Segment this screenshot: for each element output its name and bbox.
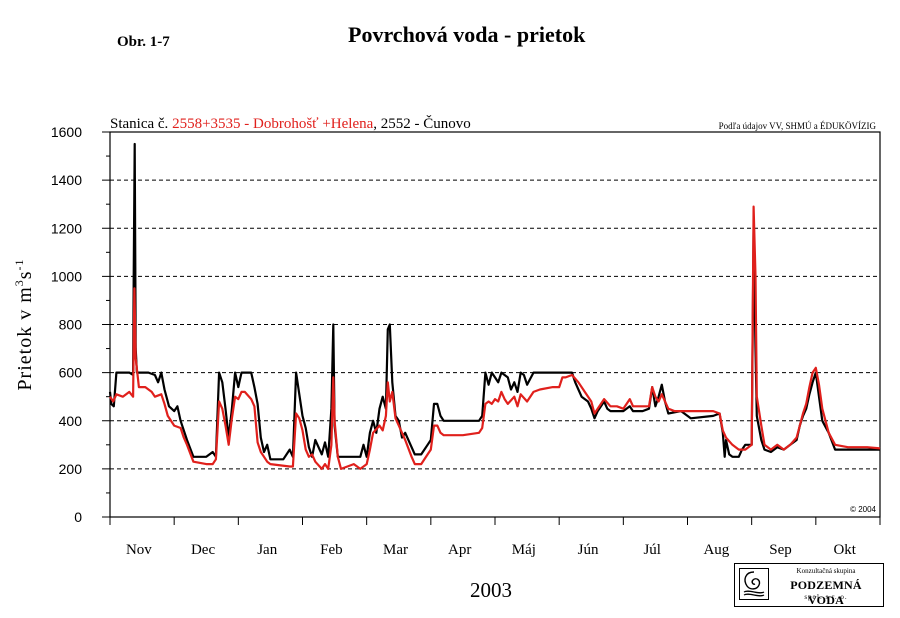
data-series: [108, 142, 881, 470]
series-line: [108, 142, 880, 461]
subtitle-part: , 2552 - Čunovo: [373, 115, 471, 132]
x-month-label: Jún: [578, 542, 599, 558]
logo-mark-icon: [739, 568, 769, 600]
y-tick-label: 600: [59, 365, 83, 381]
ylabel-main: Prietok v m: [14, 286, 36, 390]
x-month-label: Aug: [703, 542, 729, 558]
chart-axes: [102, 131, 881, 525]
y-tick-label: 1200: [51, 220, 82, 236]
subtitle-part: 2558+3535 - Dobrohošť +Helena: [172, 116, 374, 132]
company-logo: Konzultačná skupina PODZEMNÁ VODA spol. …: [734, 563, 884, 607]
figure-label: Obr. 1-7: [117, 34, 170, 50]
y-tick-label: 0: [74, 509, 82, 525]
x-month-label: Dec: [191, 542, 215, 558]
ylabel-sup: 3: [12, 279, 26, 286]
x-month-label: Nov: [126, 542, 152, 558]
source-note: Podľa údajov VV, SHMÚ a ÉDUKÖVÍZIG: [719, 121, 877, 131]
logo-line-1: Konzultačná skupina: [796, 567, 856, 575]
x-axis-year-label: 2003: [470, 578, 512, 602]
y-tick-label: 1000: [51, 268, 82, 284]
copyright-note: © 2004: [850, 505, 876, 514]
y-tick-label: 800: [59, 317, 83, 333]
logo-line-3: spol. s r. o.: [804, 593, 848, 601]
x-month-label: Jan: [257, 542, 277, 558]
ylabel-mid: s: [14, 270, 36, 279]
series-line: [109, 205, 881, 470]
y-tick-label: 1400: [51, 172, 82, 188]
x-month-label: Feb: [320, 542, 343, 558]
x-month-label: Apr: [448, 542, 471, 558]
y-tick-label: 1600: [51, 124, 82, 140]
x-month-label: Okt: [833, 542, 856, 558]
x-month-label: Máj: [512, 542, 536, 558]
x-month-label: Mar: [383, 542, 408, 558]
y-axis-label: Prietok v m3s-1: [12, 258, 36, 390]
chart-subtitle: Stanica č. 2558+3535 - Dobrohošť +Helena…: [110, 115, 471, 132]
ylabel-sup: -1: [12, 258, 26, 270]
y-tick-label: 200: [59, 461, 83, 477]
x-month-label: Júl: [643, 542, 661, 558]
logo-line-2: PODZEMNÁ VODA: [790, 578, 862, 607]
y-tick-label: 400: [59, 413, 83, 429]
grid-lines: [110, 179, 880, 470]
x-month-label: Sep: [769, 542, 792, 558]
subtitle-part: Stanica č.: [110, 116, 172, 132]
chart-text: 0 200 400 600 800 1000 1200 1400 1600 Nov Dec Jan Fe…: [12, 115, 877, 558]
page-title: Povrchová voda - prietok: [348, 22, 586, 47]
